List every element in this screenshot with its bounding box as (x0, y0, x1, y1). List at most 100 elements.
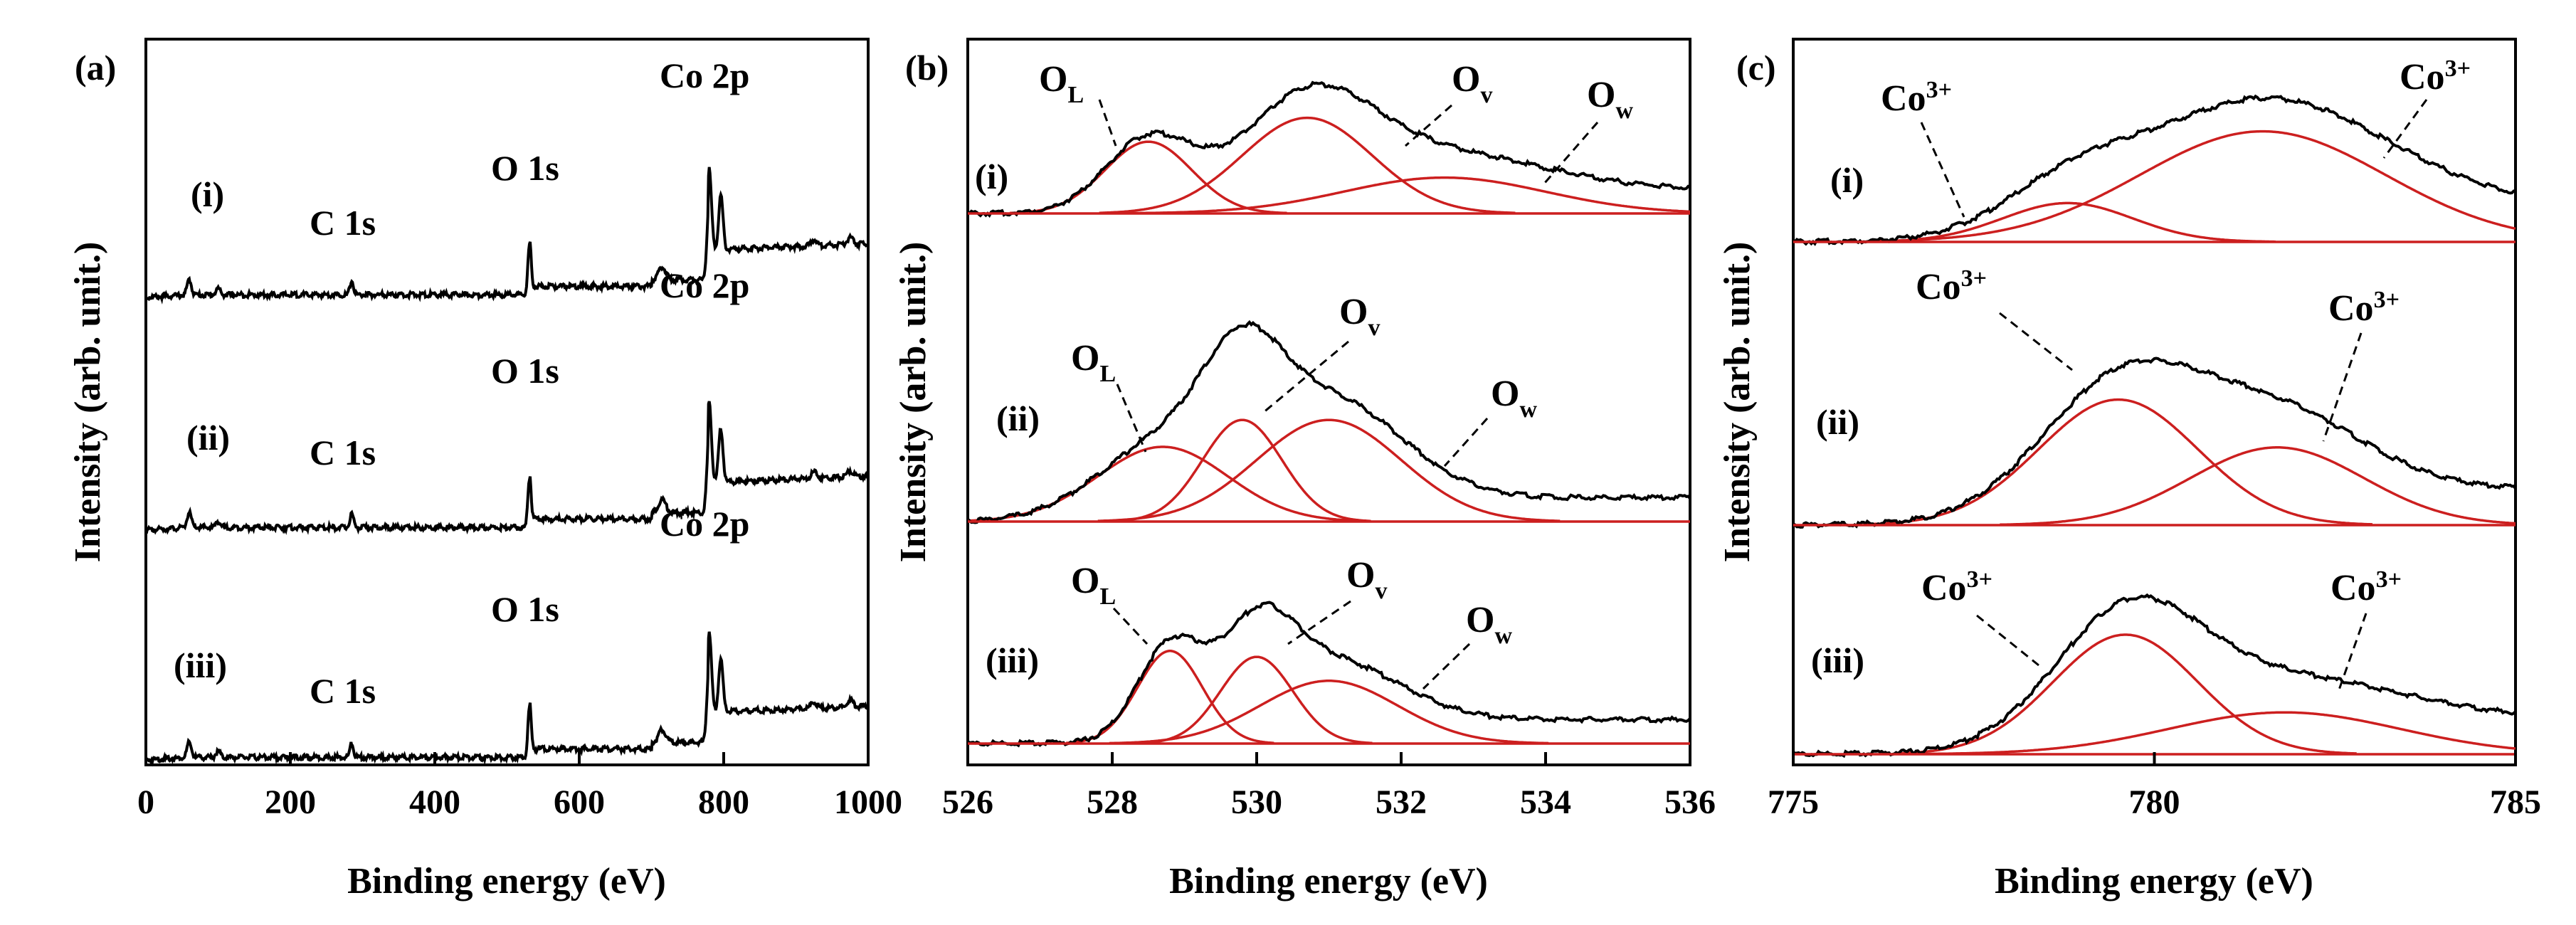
panel-c-x-tick-label-2: 785 (2490, 783, 2541, 821)
panel-b-i-ol-arrow (1098, 99, 1117, 147)
panel-b-i-ov-arrow (1405, 104, 1452, 147)
anno-sub: v (1375, 578, 1387, 604)
anno-main: O (1491, 374, 1519, 414)
svg-text:Co3+: Co3+ (1881, 77, 1952, 119)
panel-b-ii-ow-annotation: Ow (1443, 374, 1537, 467)
panel-a-letter: (a) (75, 48, 116, 88)
panel-b-iii-ol-annotation: OL (1071, 561, 1149, 645)
panel-a-o1s-label-ii: O 1s (491, 351, 559, 391)
panel-c-i-co-annotation-2: Co3+ (2382, 56, 2471, 159)
anno-sub: v (1368, 314, 1380, 341)
panel-a-y-axis-label: Intensity (arb. unit.) (68, 242, 108, 563)
panel-c-ii-co-annotation-2: Co3+ (2322, 287, 2400, 442)
panel-c-co2p-spectra: (c) (i) (ii) (iii) Co3+ Co3+ Co3+ Co3+ C… (1717, 38, 2541, 902)
anno-sub: w (1615, 97, 1633, 124)
svg-text:Co3+: Co3+ (1916, 265, 1987, 307)
panel-c-iii-co-annotation-2: Co3+ (2330, 566, 2402, 694)
panel-a-co2p-label-ii: Co 2p (660, 265, 749, 305)
anno-main: Co (1881, 78, 1926, 119)
anno-main: O (1339, 292, 1368, 332)
panel-b-fit-component-(iii)-2 (1109, 680, 1549, 745)
anno-main: O (1587, 75, 1615, 115)
panel-b-x-tick-label-3: 532 (1376, 783, 1427, 821)
anno-sup: 3+ (2445, 56, 2471, 82)
panel-c-x-tick-label-1: 780 (2129, 783, 2180, 821)
panel-b-spectra (966, 80, 1691, 748)
svg-text:Co3+: Co3+ (1921, 566, 1992, 608)
panel-c-fit-component-(ii)-0 (1864, 398, 2372, 526)
anno-main: Co (2400, 57, 2445, 97)
panel-a-x-ticks: 0 200 400 600 800 1000 (137, 752, 902, 821)
anno-main: O (1039, 59, 1067, 100)
panel-c-fit-component-(iii)-0 (1894, 633, 2357, 755)
panel-b-fit-component-(iii)-1 (1141, 655, 1373, 745)
panel-b-iii-ov-annotation: Ov (1287, 555, 1387, 645)
panel-c-spectra (1792, 94, 2517, 758)
panel-c-experimental-line-(ii) (1792, 356, 2517, 529)
panel-c-fit-component-(ii)-1 (2000, 446, 2516, 527)
svg-text:Co3+: Co3+ (2330, 566, 2402, 608)
anno-main: Co (1921, 568, 1967, 608)
anno-sub: w (1519, 396, 1537, 423)
anno-main: Co (1916, 267, 1961, 307)
anno-sup: 3+ (1967, 566, 1992, 593)
anno-main: O (1346, 555, 1375, 596)
svg-text:Co3+: Co3+ (2400, 56, 2471, 97)
panel-a-survey-line-(i) (144, 166, 870, 305)
anno-sub: L (1099, 583, 1116, 610)
panel-c-sample-label-i: (i) (1830, 160, 1864, 200)
anno-main: Co (2328, 288, 2374, 329)
svg-text:Co3+: Co3+ (2328, 287, 2400, 329)
panel-a-co2p-label-i: Co 2p (660, 56, 749, 95)
anno-sub: w (1494, 623, 1512, 649)
panel-b-sample-label-iii: (iii) (986, 640, 1039, 680)
anno-main: O (1071, 561, 1099, 601)
panel-c-letter: (c) (1736, 48, 1776, 88)
panel-c-sample-label-ii: (ii) (1816, 402, 1859, 442)
panel-b-o1s-spectra: (b) (i) (ii) (iii) OL Ov Ow OL Ov Ow (893, 38, 1716, 902)
panel-c-ii-co-arrow-2 (2322, 332, 2363, 442)
panel-b-ii-ov-annotation: Ov (1262, 292, 1380, 414)
panel-b-x-tick-label-0: 526 (942, 783, 993, 821)
svg-text:Ow: Ow (1491, 374, 1537, 423)
svg-text:OL: OL (1071, 338, 1116, 387)
anno-main: O (1452, 59, 1480, 100)
panel-b-i-ov-annotation: Ov (1405, 59, 1492, 147)
panel-a-o1s-label-i: O 1s (491, 148, 559, 188)
panel-c-experimental-line-(i) (1793, 94, 2516, 246)
panel-b-iii-ow-arrow (1422, 643, 1471, 690)
svg-text:OL: OL (1039, 59, 1084, 108)
panel-b-iii-ov-arrow (1287, 600, 1351, 645)
panel-b-sample-label-i: (i) (975, 157, 1008, 196)
panel-b-fit-component-(ii)-1 (1115, 418, 1370, 522)
panel-a-x-tick-label-2: 400 (409, 783, 460, 821)
panel-c-i-co-arrow-1 (1920, 122, 1965, 218)
panel-c-i-co-annotation-1: Co3+ (1881, 77, 1965, 218)
svg-text:Ow: Ow (1587, 75, 1633, 124)
panel-b-fit-component-(iii)-0 (1066, 650, 1274, 744)
anno-sup: 3+ (2376, 566, 2402, 593)
panel-a-survey-spectra: (a) (i) (ii) (iii) C 1s O 1s Co 2p C 1s … (68, 38, 902, 902)
panel-b-ii-ol-arrow (1116, 384, 1147, 453)
panel-b-experimental-line-(iii) (966, 601, 1691, 748)
svg-text:Ov: Ov (1452, 59, 1492, 108)
panel-b-frame (966, 38, 1691, 766)
panel-b-iii-ol-arrow (1112, 607, 1149, 645)
panel-a-co2p-label-iii: Co 2p (660, 504, 749, 544)
panel-c-ii-co-annotation-1: Co3+ (1916, 265, 2073, 371)
panel-c-iii-co-annotation-1: Co3+ (1921, 566, 2039, 667)
panel-a-x-tick-label-4: 800 (698, 783, 749, 821)
panel-c-y-axis-label: Intensity (arb. unit.) (1717, 242, 1758, 563)
anno-sub: v (1480, 82, 1492, 108)
svg-text:Ow: Ow (1466, 600, 1512, 649)
panel-b-fit-component-(ii)-0 (968, 445, 1371, 523)
panel-a-spectra (144, 166, 870, 767)
svg-text:Ov: Ov (1339, 292, 1380, 341)
anno-main: Co (2330, 568, 2376, 608)
panel-b-x-tick-label-4: 534 (1520, 783, 1571, 821)
panel-c-i-co-arrow-2 (2382, 99, 2428, 159)
panel-b-y-axis-label: Intensity (arb. unit.) (893, 242, 934, 563)
panel-a-o1s-label-iii: O 1s (491, 589, 559, 629)
panel-b-fit-component-(i)-1 (1099, 116, 1516, 214)
